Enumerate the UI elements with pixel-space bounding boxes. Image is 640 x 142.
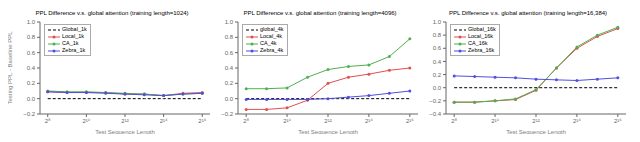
svg-text:Test Sequence Length: Test Sequence Length [95,129,155,134]
svg-text:2¹⁴: 2¹⁴ [573,118,581,124]
svg-text:Testing PPL - Baseline PPL: Testing PPL - Baseline PPL [8,31,13,105]
html-text:CA_16k: CA_16k [468,40,488,46]
svg-text:1.0: 1.0 [225,19,234,25]
svg-text:2¹⁴: 2¹⁴ [160,118,168,124]
svg-text:0.8: 0.8 [27,34,36,40]
svg-text:0.6: 0.6 [433,45,442,51]
svg-text:0.4: 0.4 [225,65,234,71]
svg-text:0.0: 0.0 [225,96,234,102]
svg-text:−0.2: −0.2 [429,98,442,104]
svg-text:2¹⁶: 2¹⁶ [198,118,206,124]
svg-text:0.6: 0.6 [27,50,36,56]
svg-text:2¹⁰: 2¹⁰ [283,118,291,124]
svg-text:2⁸: 2⁸ [243,118,249,124]
html-text:PPL Difference v.s. global att: PPL Difference v.s. global attention (tr… [448,10,608,16]
svg-text:2¹²: 2¹² [324,118,331,124]
svg-text:2¹⁶: 2¹⁶ [406,118,414,124]
svg-text:2¹⁰: 2¹⁰ [82,118,90,124]
svg-text:0.4: 0.4 [433,59,442,65]
html-text:Local_1k: Local_1k [62,33,84,39]
html-text:Global_1k: Global_1k [62,26,87,32]
svg-text:2¹²: 2¹² [532,118,539,124]
svg-text:2¹⁰: 2¹⁰ [491,118,499,124]
svg-text:2⁸: 2⁸ [451,118,457,124]
svg-text:0.6: 0.6 [225,50,234,56]
html-text:Zebra_1k: Zebra_1k [62,47,86,53]
html-text:Zebra_16k: Zebra_16k [468,47,495,53]
svg-text:0.0: 0.0 [27,96,36,102]
svg-text:−0.4: −0.4 [429,111,442,117]
html-text:Global_16k: Global_16k [468,26,496,32]
svg-text:0.8: 0.8 [433,32,442,38]
html-text:PPL Difference v.s. global att: PPL Difference v.s. global attention (tr… [243,10,397,16]
svg-text:−0.2: −0.2 [221,111,234,117]
svg-text:1.0: 1.0 [433,19,442,25]
svg-text:2¹⁶: 2¹⁶ [614,118,622,124]
svg-text:2¹²: 2¹² [121,118,128,124]
html-text:PPL Difference v.s. global att: PPL Difference v.s. global attention (tr… [35,10,189,16]
svg-text:Test Sequence Length: Test Sequence Length [298,129,358,134]
html-text:CA_1k: CA_1k [62,40,79,46]
svg-text:2¹⁴: 2¹⁴ [365,118,373,124]
svg-text:1.0: 1.0 [27,19,36,25]
html-text:CA_4k: CA_4k [260,40,277,46]
svg-text:0.0: 0.0 [433,85,442,91]
svg-text:0.2: 0.2 [433,72,442,78]
html-text:Zebra_4k: Zebra_4k [260,47,284,53]
svg-text:−0.2: −0.2 [23,111,36,117]
svg-text:0.2: 0.2 [225,80,234,86]
svg-text:0.4: 0.4 [27,65,36,71]
svg-text:0.2: 0.2 [27,80,36,86]
svg-text:2⁸: 2⁸ [45,118,51,124]
html-text:global_4k: global_4k [260,26,284,32]
svg-text:0.8: 0.8 [225,34,234,40]
html-text:Local_4k: Local_4k [260,33,282,39]
svg-text:Test Sequence Length: Test Sequence Length [506,129,566,134]
html-text:Local_16k: Local_16k [468,33,494,39]
